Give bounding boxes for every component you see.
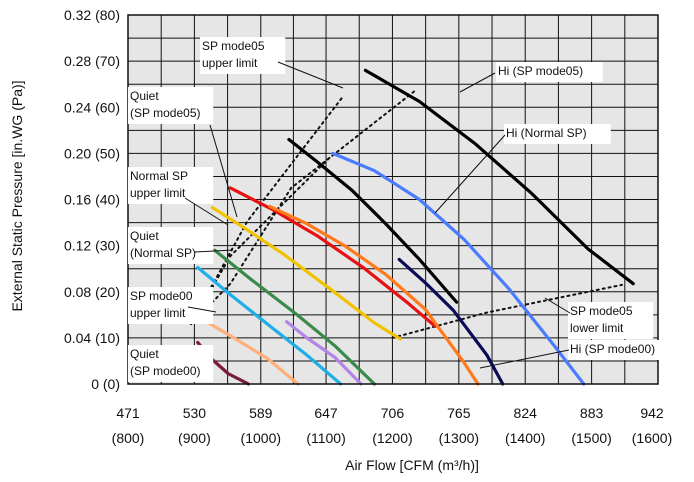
y-tick-label: 0.20 (50) [64,145,120,161]
annotation-box [128,345,214,382]
annotation-box [504,124,611,144]
series-line [228,186,437,328]
x-tick-sublabel: (1100) [306,430,345,446]
x-tick-sublabel: (1400) [505,430,545,446]
annotation-label: upper limit [130,186,186,200]
y-tick-label: 0.24 (60) [64,99,120,115]
x-tick-sublabel: (900) [178,430,211,446]
annotation-leaders [184,61,571,369]
y-tick-labels: 0.32 (80) 0.28 (70) 0.24 (60) 0.20 (50) 0.16… [64,7,120,392]
annotation-leader [544,297,571,314]
annotation-leader [184,197,229,226]
series-line [213,248,377,386]
y-axis-title: External Static Pressure [in.WG (Pa)] [9,80,25,311]
annotation-box [128,87,214,124]
annotation-label: Quiet [130,89,159,103]
annotation-box [568,302,654,339]
annotation-leader [187,306,217,313]
y-tick-label: 0.04 (10) [64,330,120,346]
y-tick-label: 0.12 (30) [64,238,120,254]
x-tick-label: 706 [381,405,405,421]
annotation-label: Quiet [130,347,159,361]
x-tick-labels: 471 (800) 530 (900) 589 (1000) 647 (1100) 706 (12… [112,405,673,446]
annotation-label: lower limit [570,321,624,335]
annotation-box [128,287,214,324]
x-tick-sublabel: (1000) [241,430,281,446]
annotation-box [128,227,214,264]
limit-guide-line [190,88,418,326]
annotation-label: upper limit [130,306,186,320]
annotation-label: SP mode00 [130,289,193,303]
series-line [363,68,635,286]
annotation-label: (SP mode00) [130,364,200,378]
annotation-box [496,62,603,82]
series-line [287,137,459,304]
series-lines [196,68,635,386]
y-tick-label: 0.08 (20) [64,284,120,300]
x-tick-label: 883 [580,405,604,421]
annotation-label: Hi (SP mode05) [498,64,583,78]
annotation-label: upper limit [202,56,258,70]
x-axis-title: Air Flow [CFM (m³/h)] [345,457,479,473]
x-tick-label: 942 [640,405,664,421]
series-line [196,265,343,386]
y-tick-label: 0.16 (40) [64,192,120,208]
annotation-leader [194,249,234,253]
series-line [205,320,300,386]
series-line [268,204,480,386]
x-tick-label: 471 [116,405,140,421]
annotation-leader [459,72,496,93]
annotation-label: Quiet [130,229,159,243]
series-line [210,205,402,341]
x-tick-sublabel: (1600) [632,430,672,446]
annotations: SP mode05 upper limit Hi (SP mode05) Quiet (… [128,37,675,382]
annotation-label: (SP mode05) [130,106,200,120]
limit-guide-line [391,283,623,339]
annotation-box [128,167,214,204]
annotation-box [200,37,286,74]
annotation-label: (Normal SP) [130,246,196,260]
annotation-label: SP mode05 [570,304,633,318]
annotation-leader [479,349,570,369]
y-tick-label: 0 (0) [91,376,120,392]
x-tick-label: 530 [183,405,207,421]
y-tick-label: 0.28 (70) [64,53,120,69]
annotation-box [568,340,675,360]
x-tick-label: 647 [314,405,338,421]
series-line [285,320,363,386]
x-tick-sublabel: (800) [112,430,145,446]
series-line [331,151,586,386]
annotation-label: Normal SP [130,169,188,183]
annotation-label: Hi (SP mode00) [570,342,655,356]
annotation-leader [434,134,506,214]
x-tick-label: 765 [447,405,471,421]
y-tick-label: 0.32 (80) [64,7,120,23]
x-tick-sublabel: (1200) [372,430,412,446]
annotation-leader [277,61,344,89]
annotation-label: Hi (Normal SP) [506,126,587,140]
x-tick-label: 824 [514,405,538,421]
x-tick-sublabel: (1500) [571,430,611,446]
series-line [397,257,505,386]
annotation-leader [209,124,238,218]
x-tick-label: 589 [249,405,273,421]
annotation-label: SP mode05 [202,39,265,53]
x-tick-sublabel: (1300) [439,430,479,446]
